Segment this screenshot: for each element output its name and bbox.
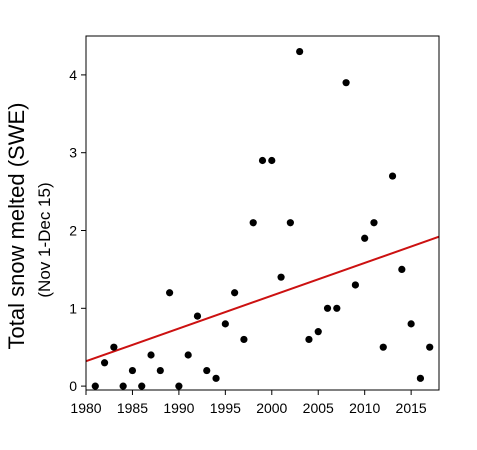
y-axis-title-group: Total snow melted (SWE) (Nov 1-Dec 15) bbox=[4, 103, 54, 350]
data-points-layer bbox=[91, 47, 434, 390]
data-point bbox=[296, 47, 304, 56]
data-point bbox=[147, 351, 155, 359]
plot-frame bbox=[85, 35, 440, 391]
data-point bbox=[370, 219, 378, 227]
data-point bbox=[193, 312, 202, 320]
data-point bbox=[128, 366, 137, 375]
data-point bbox=[268, 156, 276, 165]
data-point bbox=[277, 273, 285, 281]
data-point bbox=[240, 335, 248, 344]
data-point bbox=[231, 289, 239, 297]
data-point bbox=[203, 366, 211, 375]
data-point bbox=[388, 172, 397, 180]
data-point bbox=[100, 359, 109, 367]
data-point bbox=[221, 320, 229, 328]
data-point bbox=[323, 304, 332, 312]
y-tick-label: 3 bbox=[69, 145, 77, 161]
x-tick-label: 2015 bbox=[396, 400, 427, 416]
y-axis-title: Total snow melted (SWE) bbox=[4, 103, 29, 350]
data-point bbox=[286, 219, 294, 227]
y-tick-label: 4 bbox=[69, 67, 77, 83]
data-point bbox=[212, 374, 220, 382]
x-tick-label: 2010 bbox=[349, 400, 380, 416]
data-point bbox=[91, 382, 99, 390]
data-point bbox=[314, 328, 322, 336]
data-point bbox=[258, 156, 267, 165]
data-point bbox=[110, 343, 118, 351]
y-tick-label: 1 bbox=[69, 300, 77, 316]
y-axis-subtitle: (Nov 1-Dec 15) bbox=[35, 182, 54, 297]
data-point bbox=[398, 265, 406, 274]
data-point bbox=[333, 304, 341, 312]
y-tick-label: 0 bbox=[69, 378, 77, 394]
axes-layer: 1980 1985 1990 1995 2000 2005 2010 2015 0 1 2 3 4 bbox=[69, 67, 427, 416]
data-point bbox=[407, 320, 415, 328]
data-point bbox=[416, 374, 425, 382]
data-point bbox=[184, 351, 192, 359]
x-tick-label: 1985 bbox=[117, 400, 148, 416]
data-point bbox=[426, 343, 434, 351]
trendline-layer bbox=[85, 235, 440, 363]
data-point bbox=[166, 289, 174, 297]
x-tick-label: 2005 bbox=[303, 400, 334, 416]
data-point bbox=[305, 335, 313, 344]
data-point bbox=[351, 281, 359, 289]
data-point bbox=[175, 382, 183, 390]
data-point bbox=[249, 219, 257, 227]
data-point bbox=[361, 234, 369, 242]
y-tick-label: 2 bbox=[69, 223, 77, 239]
trendline bbox=[85, 235, 440, 363]
data-point bbox=[138, 382, 146, 390]
data-point bbox=[342, 79, 350, 87]
data-point bbox=[156, 366, 164, 375]
data-point bbox=[379, 343, 387, 351]
x-tick-label: 1980 bbox=[70, 400, 101, 416]
x-tick-label: 1990 bbox=[163, 400, 194, 416]
x-tick-label: 1995 bbox=[210, 400, 241, 416]
data-point bbox=[119, 382, 127, 390]
x-tick-label: 2000 bbox=[256, 400, 287, 416]
